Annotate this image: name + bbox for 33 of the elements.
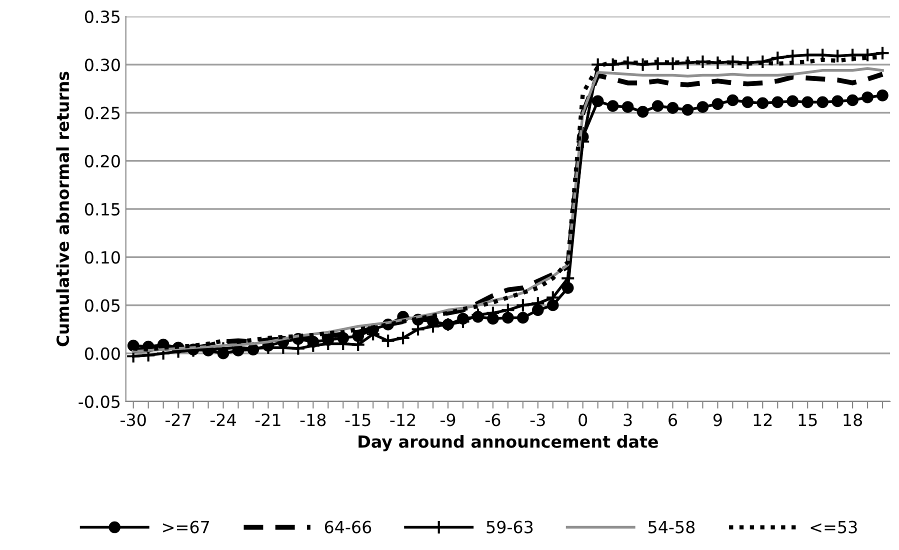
y-axis-title: Cumulative abnormal returns (56, 72, 70, 346)
x-tick-label: -21 (255, 414, 280, 426)
x-tick-label: 18 (844, 414, 862, 426)
x-tick-label: 9 (713, 414, 722, 426)
y-tick-label: 0.15 (84, 202, 120, 216)
y-tick-label: 0.35 (84, 10, 120, 24)
y-tick-label: 0.20 (84, 154, 120, 168)
y-tick-label: 0.05 (84, 299, 120, 312)
x-tick-label: -6 (485, 414, 500, 426)
x-tick-label: 12 (754, 414, 772, 426)
x-tick-label: 15 (798, 414, 817, 426)
x-tick-label: -15 (345, 414, 370, 426)
x-tick-label: -9 (440, 414, 456, 426)
x-tick-label: -24 (210, 414, 236, 426)
y-tick-label: 0.25 (84, 106, 120, 120)
x-tick-label: 3 (624, 414, 632, 426)
y-tick-label: 0.00 (84, 347, 120, 360)
y-tick-label: 0.30 (84, 58, 120, 72)
legend-label: >=67 (163, 520, 209, 534)
x-tick-label: 6 (668, 414, 678, 426)
x-tick-label: -27 (166, 414, 190, 426)
x-tick-label: -3 (530, 414, 545, 426)
x-tick-label: 0 (578, 414, 588, 426)
x-tick-label: -30 (120, 414, 146, 426)
y-tick-label: 0.10 (84, 251, 120, 264)
x-tick-label: -18 (300, 414, 326, 426)
legend-label: 59-63 (486, 520, 533, 534)
legend-label: <=53 (810, 520, 857, 534)
legend-label: 64-66 (324, 520, 372, 534)
x-axis-title: Day around announcement date (358, 434, 658, 452)
legend-label: 54-58 (648, 520, 695, 534)
y-tick-label: -0.05 (78, 395, 120, 408)
x-tick-label: -12 (390, 414, 415, 426)
